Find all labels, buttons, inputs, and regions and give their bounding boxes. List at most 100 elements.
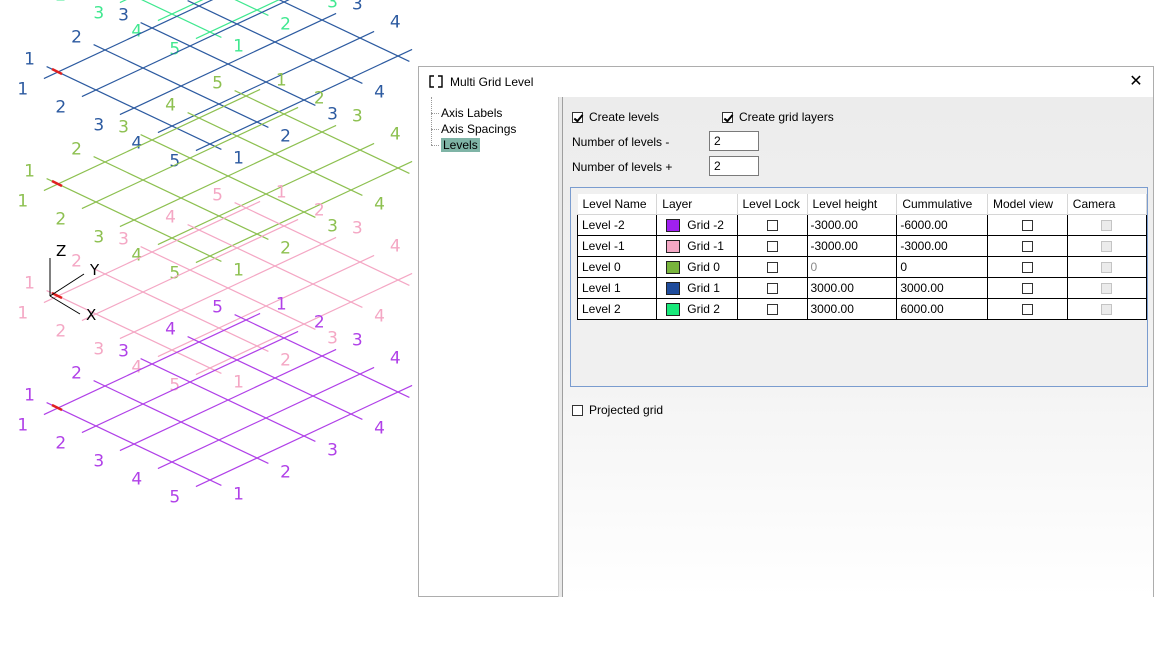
cad-grid-viewport[interactable]: 1122334455112233445511223344551122334455… — [0, 0, 420, 646]
model-view-checkbox[interactable] — [1021, 282, 1033, 294]
tree-item-axis-labels[interactable]: Axis Labels — [429, 97, 559, 121]
levels-minus-input[interactable] — [709, 131, 759, 151]
level-height-cell[interactable]: 3000.00 — [806, 277, 898, 299]
cumulative-cell: 3000.00 — [896, 277, 988, 299]
tree-item-axis-spacings[interactable]: Axis Spacings — [429, 113, 559, 137]
axis-label: 2 — [55, 322, 66, 342]
axis-label: 5 — [212, 298, 223, 318]
axis-label: 2 — [55, 434, 66, 454]
table-row[interactable]: Level -2 Grid -2 -3000.00 -6000.00 — [576, 214, 1148, 236]
grid-line — [234, 314, 410, 398]
axis-label: 3 — [352, 331, 363, 351]
level-lock-cell[interactable] — [736, 214, 808, 236]
levels-plus-input[interactable] — [709, 156, 759, 176]
projected-grid-checkbox[interactable]: Projected grid — [572, 403, 663, 417]
col-level-name[interactable]: Level Name — [577, 194, 658, 215]
col-layer[interactable]: Layer — [656, 194, 738, 215]
z-axis-label: Z — [56, 242, 66, 260]
model-view-cell[interactable] — [987, 298, 1068, 320]
level-height-cell[interactable]: 0 — [806, 256, 898, 278]
axis-label: 1 — [17, 416, 28, 436]
axis-label: 4 — [131, 134, 142, 154]
layer-color-swatch[interactable] — [666, 260, 681, 274]
col-cumulative[interactable]: Cummulative — [896, 194, 988, 215]
axis-label: 3 — [327, 441, 338, 461]
origin-marker — [51, 403, 63, 412]
level-height-cell[interactable]: 3000.00 — [806, 298, 898, 320]
create-levels-check[interactable] — [572, 111, 583, 123]
table-row[interactable]: Level 2 Grid 2 3000.00 6000.00 — [576, 298, 1148, 320]
axis-label: 5 — [169, 152, 180, 172]
level-lock-cell[interactable] — [736, 298, 808, 320]
level-name-cell[interactable]: Level 2 — [576, 298, 658, 320]
layer-cell[interactable]: Grid 1 — [656, 277, 738, 299]
level-name-cell[interactable]: Level -1 — [576, 235, 658, 257]
levels-grid: Level Name Layer Level Lock Level height… — [570, 187, 1148, 387]
layer-color-swatch[interactable] — [666, 218, 681, 232]
level-lock-cell[interactable] — [736, 235, 808, 257]
model-view-cell[interactable] — [987, 214, 1068, 236]
create-grid-layers-checkbox[interactable]: Create grid layers — [722, 110, 834, 124]
axis-label: 4 — [165, 96, 176, 116]
col-level-lock[interactable]: Level Lock — [737, 194, 808, 215]
level-lock-checkbox[interactable] — [766, 261, 778, 273]
axis-label: 5 — [212, 186, 223, 206]
close-button[interactable]: ✕ — [1119, 67, 1153, 97]
col-camera[interactable]: Camera — [1067, 194, 1148, 215]
create-grid-layers-check[interactable] — [722, 111, 733, 123]
model-view-checkbox[interactable] — [1021, 219, 1033, 231]
camera-checkbox — [1101, 303, 1113, 315]
level-name-cell[interactable]: Level 1 — [576, 277, 658, 299]
grid-line — [278, 0, 410, 62]
level-name-cell[interactable]: Level 0 — [576, 256, 658, 278]
level-height-cell[interactable]: -3000.00 — [806, 214, 898, 236]
grid-line — [187, 112, 363, 196]
projected-grid-check[interactable] — [572, 404, 583, 416]
level-name-cell[interactable]: Level -2 — [576, 214, 658, 236]
level-lock-cell[interactable] — [736, 277, 808, 299]
model-view-checkbox[interactable] — [1021, 240, 1033, 252]
axis-label: 4 — [374, 195, 385, 215]
model-view-checkbox[interactable] — [1021, 261, 1033, 273]
level-height-cell[interactable]: -3000.00 — [806, 235, 898, 257]
create-levels-checkbox[interactable]: Create levels — [572, 110, 659, 124]
tree-item-levels[interactable]: Levels — [429, 129, 559, 153]
axis-label: 3 — [327, 105, 338, 125]
layer-cell[interactable]: Grid 2 — [656, 298, 738, 320]
layer-cell[interactable]: Grid -2 — [656, 214, 738, 236]
axis-label: 5 — [169, 40, 180, 60]
axis-label: 2 — [280, 127, 291, 147]
model-view-checkbox[interactable] — [1021, 303, 1033, 315]
level-lock-cell[interactable] — [736, 256, 808, 278]
model-view-cell[interactable] — [987, 256, 1068, 278]
axis-label: 1 — [17, 80, 28, 100]
camera-cell — [1066, 214, 1148, 236]
table-row[interactable]: Level 1 Grid 1 3000.00 3000.00 — [576, 277, 1148, 299]
level-lock-checkbox[interactable] — [766, 219, 778, 231]
settings-tree: Axis Labels Axis Spacings Levels — [429, 97, 559, 153]
y-axis-label: Y — [89, 261, 100, 279]
axis-label: 1 — [233, 149, 244, 169]
cumulative-cell: 6000.00 — [896, 298, 988, 320]
level-lock-checkbox[interactable] — [766, 240, 778, 252]
layer-cell[interactable]: Grid -1 — [656, 235, 738, 257]
layer-color-swatch[interactable] — [666, 281, 681, 295]
axis-label: 3 — [93, 4, 104, 24]
layer-color-swatch[interactable] — [666, 239, 681, 253]
col-level-height[interactable]: Level height — [807, 194, 898, 215]
table-row[interactable]: Level -1 Grid -1 -3000.00 -3000.00 — [576, 235, 1148, 257]
model-view-cell[interactable] — [987, 235, 1068, 257]
col-model-view[interactable]: Model view — [987, 194, 1068, 215]
axis-label: 4 — [390, 125, 401, 145]
layer-cell[interactable]: Grid 0 — [656, 256, 738, 278]
level-lock-checkbox[interactable] — [766, 303, 778, 315]
model-view-cell[interactable] — [987, 277, 1068, 299]
axis-label: 3 — [118, 118, 129, 138]
cumulative-cell: -6000.00 — [896, 214, 988, 236]
layer-color-swatch[interactable] — [666, 302, 681, 316]
level-lock-checkbox[interactable] — [766, 282, 778, 294]
pane-splitter[interactable] — [558, 97, 563, 597]
levels-minus-label: Number of levels - — [572, 135, 670, 149]
grid-line — [46, 290, 222, 374]
